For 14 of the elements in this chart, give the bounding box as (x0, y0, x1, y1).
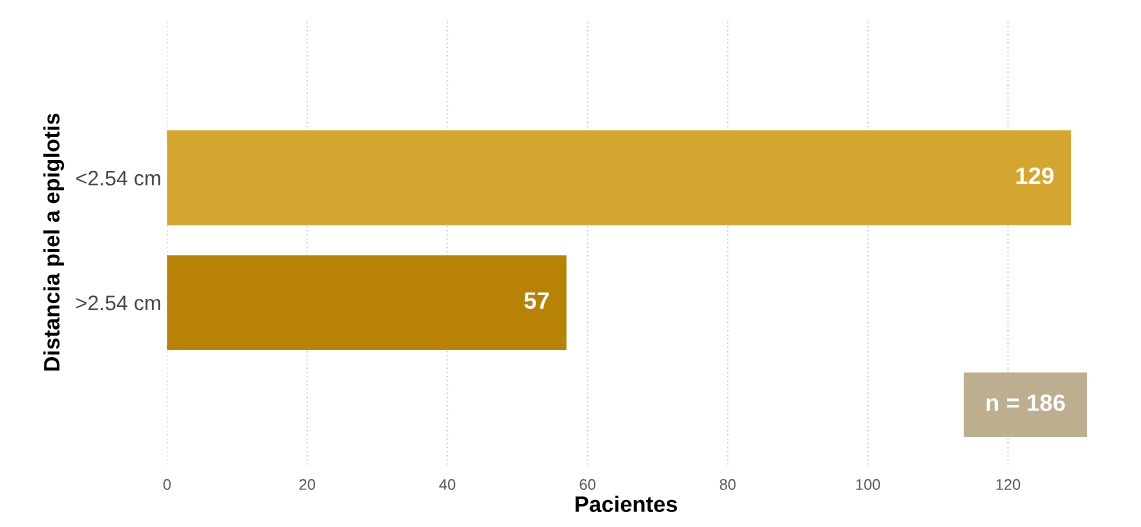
x-tick-label: 120 (996, 479, 1021, 490)
x-tick-label: 20 (299, 479, 316, 490)
x-tick-label: 80 (719, 479, 736, 490)
annotation: n = 186 (986, 394, 1065, 412)
x-tick-label: 100 (856, 479, 880, 490)
y-axis-title: Distancia piel a epiglotis (43, 113, 65, 371)
y-tick-label: <2.54 cm (76, 170, 161, 186)
data-label: 129 (1016, 167, 1054, 185)
x-tick-label: 60 (579, 479, 596, 490)
y-tick-label: >2.54 cm (76, 295, 161, 311)
data-label: 57 (524, 292, 549, 309)
x-tick-label: 0 (163, 479, 171, 490)
x-tick-label: 40 (439, 479, 456, 490)
x-axis-title: Pacientes (575, 495, 678, 513)
